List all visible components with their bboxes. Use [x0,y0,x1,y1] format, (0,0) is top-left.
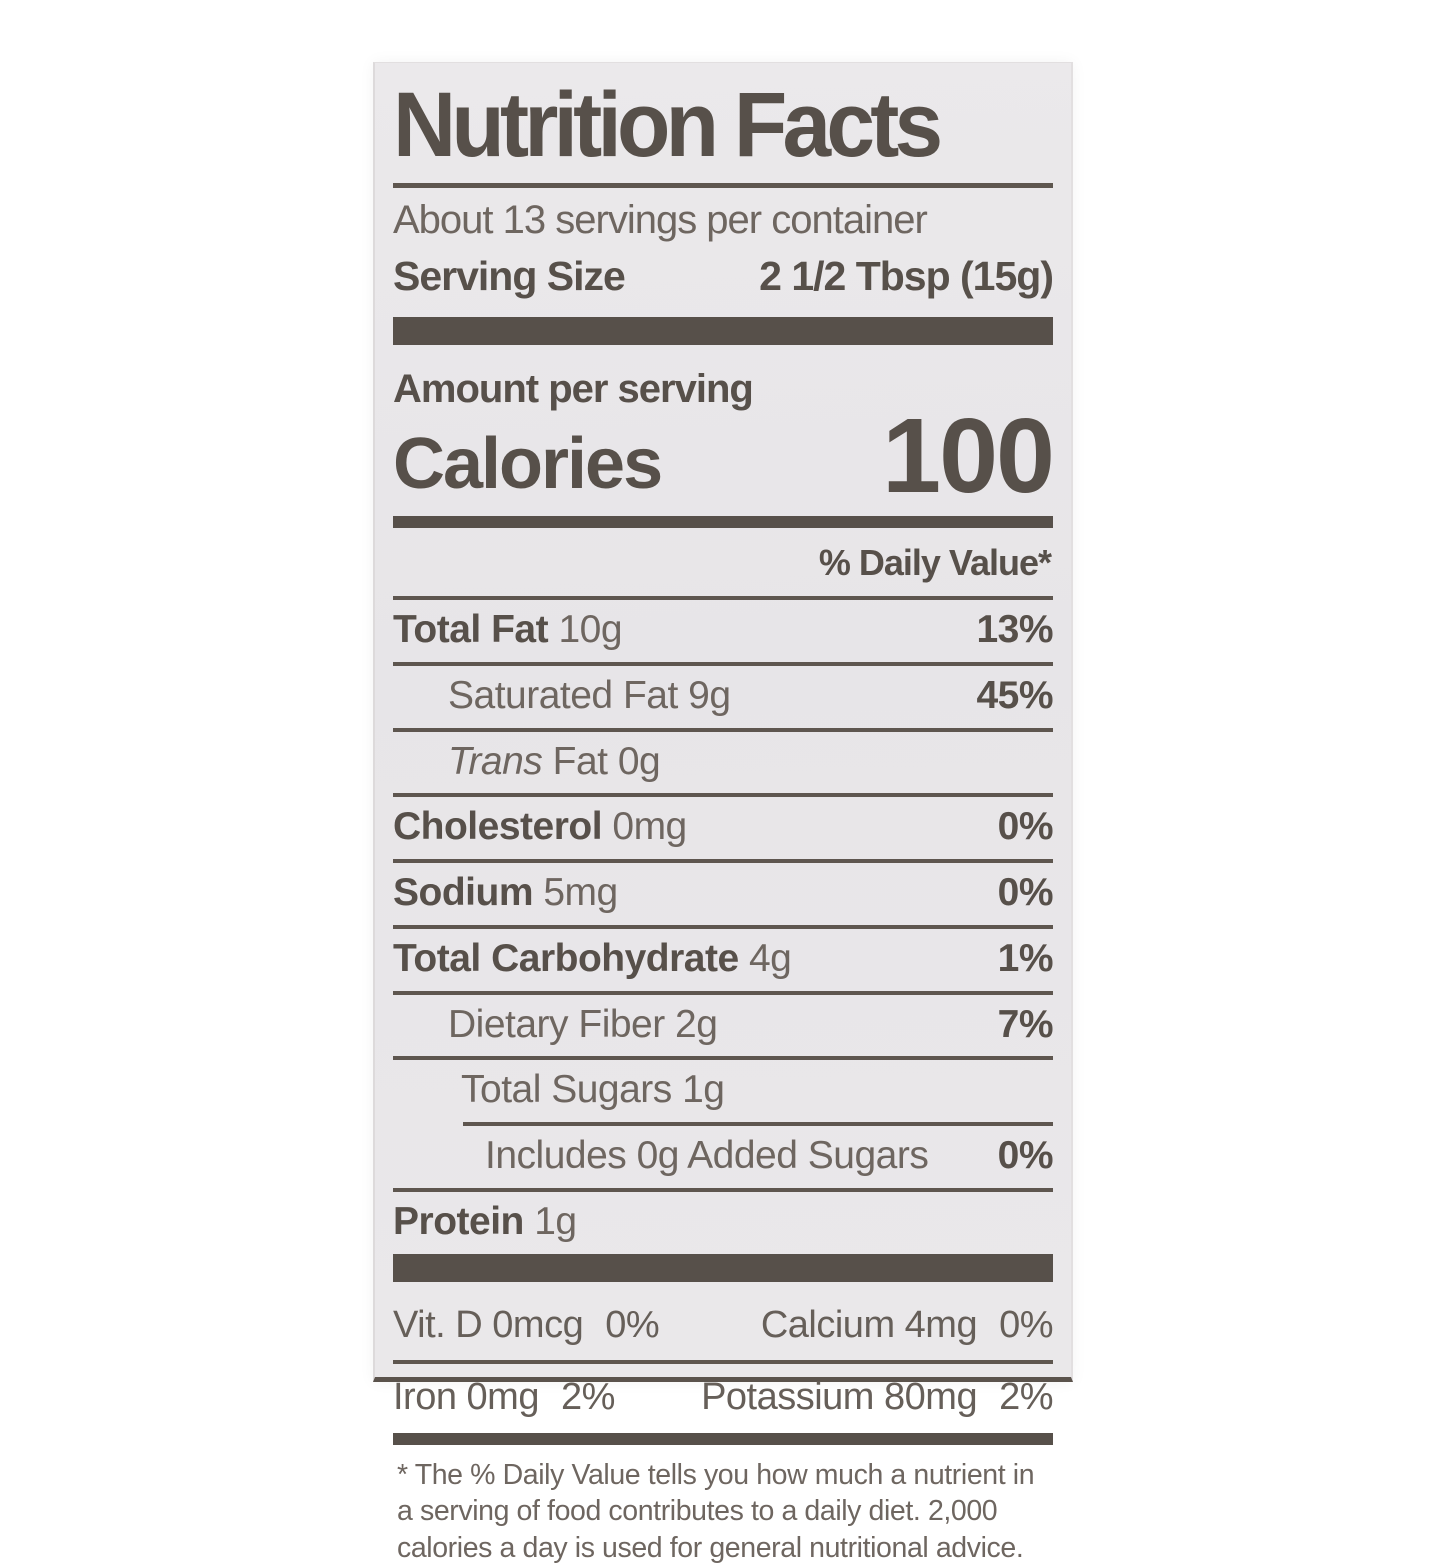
amount-per-serving: Amount per serving [393,367,754,412]
nutrient-name: Sodium [393,871,534,915]
micronutrient-dv: 2% [999,1376,1053,1419]
micronutrient-dv: 2% [560,1376,615,1419]
section-bar-medium-footnote [393,1432,1053,1445]
row-divider [393,596,1053,601]
nutrient-row-dietary-fiber: Dietary Fiber 2g 7% [393,995,1054,1057]
section-bar-thick-bottom [393,1253,1053,1282]
nutrient-dv: 0% [997,805,1054,849]
row-divider [393,859,1053,864]
nutrient-amount: Fat 0g [542,739,661,783]
nutrient-dv: 0% [997,1134,1054,1178]
daily-value-header: % Daily Value* [818,542,1052,584]
row-divider [393,1360,1053,1365]
micronutrient-dv: 0% [999,1303,1053,1346]
row-divider [393,924,1053,929]
label-title: Nutrition Facts [393,74,943,176]
micronutrient-name: Calcium 4mg [760,1303,978,1346]
calories-row: Calories 100 [393,397,1055,516]
nutrient-amount: 10g [548,608,623,652]
nutrient-row-sodium: Sodium 5mg 0% [393,863,1054,925]
micronutrient-name: Potassium 80mg [701,1376,978,1419]
nutrient-row-added-sugars: Includes 0g Added Sugars 0% [393,1126,1054,1188]
nutrient-amount: 1g [523,1199,577,1243]
section-bar-thick-top [393,317,1053,346]
micronutrient-row-2: Iron 0mg 2% Potassium 80mg 2% [393,1364,1053,1433]
nutrient-amount: 4g [738,936,792,980]
nutrient-row-trans-fat: Trans Fat 0g [393,732,1053,794]
nutrient-row-saturated-fat: Saturated Fat 9g 45% [393,666,1053,728]
nutrition-facts-label: Nutrition Facts About 13 servings per co… [373,62,1073,1564]
servings-per-container: About 13 servings per container [393,198,928,242]
nutrient-name: Includes 0g Added Sugars [485,1134,929,1178]
nutrient-name: Total Sugars 1g [461,1068,725,1112]
section-bar-medium-dv [393,516,1053,529]
serving-size-label: Serving Size [393,253,626,299]
nutrient-name: Dietary Fiber 2g [448,1002,718,1046]
micronutrient-name: Iron 0mg [393,1376,539,1419]
nutrient-dv: 7% [997,1002,1054,1046]
nutrient-name: Total Fat [393,608,549,652]
nutrient-dv: 13% [976,608,1053,652]
daily-value-footnote: * The % Daily Value tells you how much a… [397,1458,1035,1564]
nutrient-amount: 0mg [602,805,687,849]
nutrient-amount: 5mg [533,871,618,915]
micronutrient-dv: 0% [605,1303,660,1346]
micronutrient-row-1: Vit. D 0mcg 0% Calcium 4mg 0% [393,1292,1053,1361]
nutrient-name: Total Carbohydrate [393,936,739,980]
nutrient-row-total-sugars: Total Sugars 1g [393,1060,1053,1122]
micronutrient-iron: Iron 0mg 2% [393,1375,615,1421]
nutrient-name: Saturated Fat 9g [448,673,731,717]
calories-value: 100 [882,397,1055,516]
row-divider [393,1056,1053,1061]
row-divider [393,727,1053,732]
nutrient-row-total-fat: Total Fat 10g 13% [393,600,1053,662]
nutrient-dv: 0% [997,871,1054,915]
micronutrient-vitamin-d: Vit. D 0mcg 0% [393,1303,660,1349]
row-divider [393,990,1053,995]
serving-size-row: Serving Size 2 1/2 Tbsp (15g) [393,252,1054,301]
micronutrient-calcium: Calcium 4mg 0% [760,1303,1054,1349]
row-divider [393,1187,1053,1192]
title-divider [393,183,1053,188]
row-divider-indented [463,1122,1053,1127]
nutrient-name: Cholesterol [393,805,603,849]
micronutrient-potassium: Potassium 80mg 2% [701,1375,1053,1421]
row-divider [393,661,1053,666]
calories-label: Calories [393,424,663,505]
nutrient-row-cholesterol: Cholesterol 0mg 0% [393,797,1054,859]
nutrient-row-protein: Protein 1g [393,1192,1053,1254]
nutrient-dv: 1% [997,936,1054,980]
nutrient-row-total-carbohydrate: Total Carbohydrate 4g 1% [393,929,1054,991]
serving-size-value: 2 1/2 Tbsp (15g) [759,253,1054,299]
nutrient-name-italic: Trans [448,739,543,783]
micronutrient-name: Vit. D 0mcg [393,1303,584,1346]
nutrient-dv: 45% [976,673,1053,717]
row-divider [393,793,1053,798]
nutrient-name: Protein [393,1199,524,1243]
